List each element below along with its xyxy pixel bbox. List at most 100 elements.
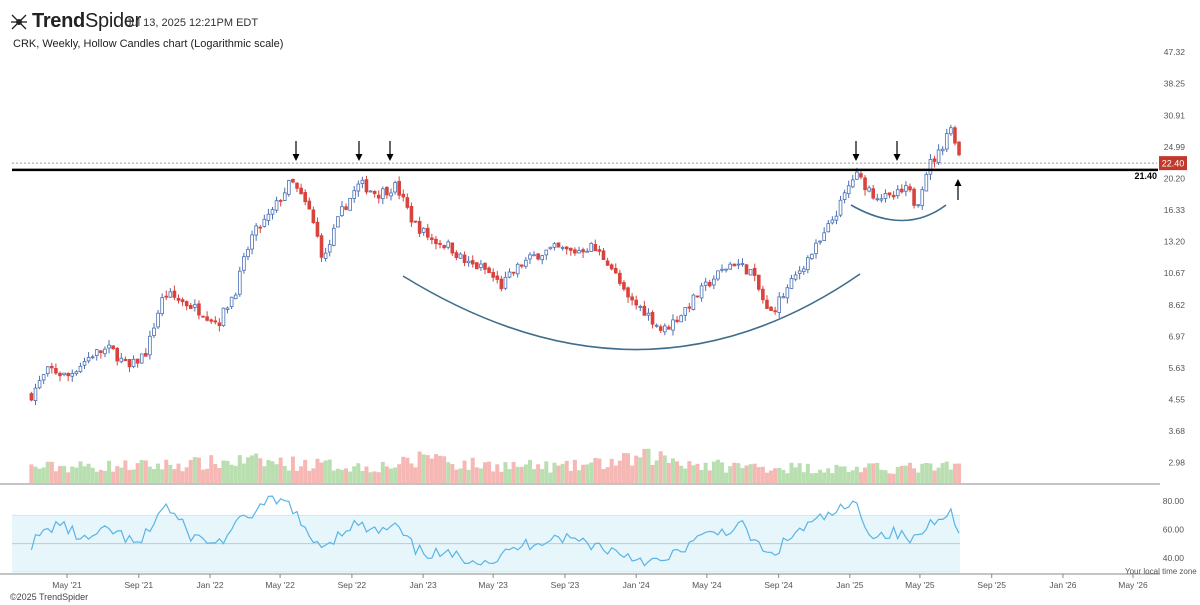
candle-body — [94, 349, 99, 357]
candle-body — [859, 173, 863, 178]
candle-body — [205, 316, 209, 321]
candle-body — [462, 254, 467, 264]
spider-logo-icon — [11, 14, 27, 29]
volume-bar — [143, 460, 148, 483]
volume-bar — [899, 465, 904, 483]
time-tick-label: Sep '23 — [551, 580, 580, 590]
down-arrow-head — [852, 154, 860, 161]
candle-body — [131, 358, 136, 367]
time-tick-label: May '23 — [478, 580, 508, 590]
trendspider-logo[interactable]: TrendSpider — [10, 10, 141, 33]
candle-body — [663, 325, 667, 333]
volume-bar — [519, 466, 524, 483]
rsi-tick-label: 80.00 — [1163, 496, 1185, 506]
volume-bar — [585, 464, 590, 483]
volume-bar — [139, 460, 144, 483]
volume-bar — [111, 471, 116, 483]
candle-body — [352, 190, 357, 199]
volume-bar — [201, 469, 206, 483]
candle-body — [752, 267, 757, 276]
volume-bar — [225, 460, 230, 483]
candle-body — [233, 294, 238, 300]
candle-body — [797, 270, 802, 274]
volume-bar — [250, 455, 255, 483]
volume-bar — [732, 462, 737, 483]
price-tick-label: 3.68 — [1168, 426, 1185, 436]
candle-body — [483, 262, 487, 270]
candle-body — [569, 247, 573, 251]
volume-bar — [617, 460, 622, 483]
candle-body — [164, 295, 169, 298]
volume-bar — [858, 472, 863, 483]
volume-bar — [74, 467, 79, 483]
volume-bar — [650, 464, 655, 483]
volume-bar — [740, 468, 745, 483]
volume-bar — [168, 464, 173, 483]
candle-body — [826, 223, 831, 233]
volume-bar — [597, 458, 602, 483]
volume-bar — [630, 465, 635, 483]
price-tick-label: 5.63 — [1168, 363, 1185, 373]
volume-bar — [548, 472, 553, 483]
candle-body — [712, 278, 716, 286]
volume-bar — [552, 462, 557, 483]
price-tick-label: 47.32 — [1164, 47, 1186, 57]
volume-bar — [675, 461, 680, 483]
candle-body — [871, 188, 876, 199]
volume-bar — [621, 453, 626, 483]
volume-bar — [662, 455, 667, 483]
time-tick-label: Jan '24 — [623, 580, 650, 590]
candle-body — [777, 296, 782, 313]
volume-bar — [666, 462, 671, 483]
candle-body — [41, 374, 46, 381]
candle-body — [368, 190, 373, 193]
volume-bar — [511, 461, 516, 483]
volume-bar — [442, 456, 447, 483]
volume-bar — [274, 464, 279, 483]
volume-bar — [221, 460, 226, 483]
candle-body — [818, 240, 822, 243]
volume-bar — [57, 466, 62, 483]
volume-bar — [421, 454, 426, 483]
candle-body — [650, 312, 655, 325]
candle-body — [299, 187, 303, 195]
volume-bar — [478, 468, 483, 483]
down-arrow-head — [292, 154, 300, 161]
candle-body — [630, 296, 634, 301]
volume-bar — [940, 463, 945, 483]
volume-bar — [626, 453, 631, 483]
candle-body — [577, 250, 581, 254]
volume-bar — [41, 467, 46, 483]
down-arrow-head — [893, 154, 901, 161]
candle-body — [683, 307, 688, 316]
candle-body — [401, 193, 406, 198]
candle-body — [822, 232, 826, 242]
volume-bar — [752, 463, 757, 483]
candle-body — [519, 264, 524, 267]
candle-body — [160, 297, 164, 315]
volume-bar — [581, 464, 586, 483]
price-tick-label: 4.55 — [1168, 395, 1185, 405]
candle-body — [957, 141, 961, 156]
volume-bar — [188, 460, 193, 483]
axes: 47.32 38.25 30.91 24.99 20.20 16.33 13.20 10.67… — [52, 47, 1185, 590]
candle-body — [736, 263, 741, 266]
volume-bar — [875, 462, 880, 483]
volume-bar — [613, 465, 618, 483]
candle-body — [119, 357, 124, 363]
time-tick-label: May '24 — [692, 580, 722, 590]
candle-body — [86, 357, 91, 362]
candle-body — [867, 187, 871, 192]
volume-bar — [160, 469, 165, 483]
volume-bar — [282, 465, 287, 483]
candle-body — [765, 299, 769, 309]
volume-bar — [907, 462, 912, 483]
volume-bar — [438, 455, 443, 483]
candle-body — [221, 307, 226, 326]
volume-bar — [405, 457, 410, 483]
candle-body — [62, 372, 66, 376]
pane-dividers — [0, 483, 1160, 575]
volume-bar — [887, 473, 892, 483]
volume-bar — [156, 463, 161, 483]
